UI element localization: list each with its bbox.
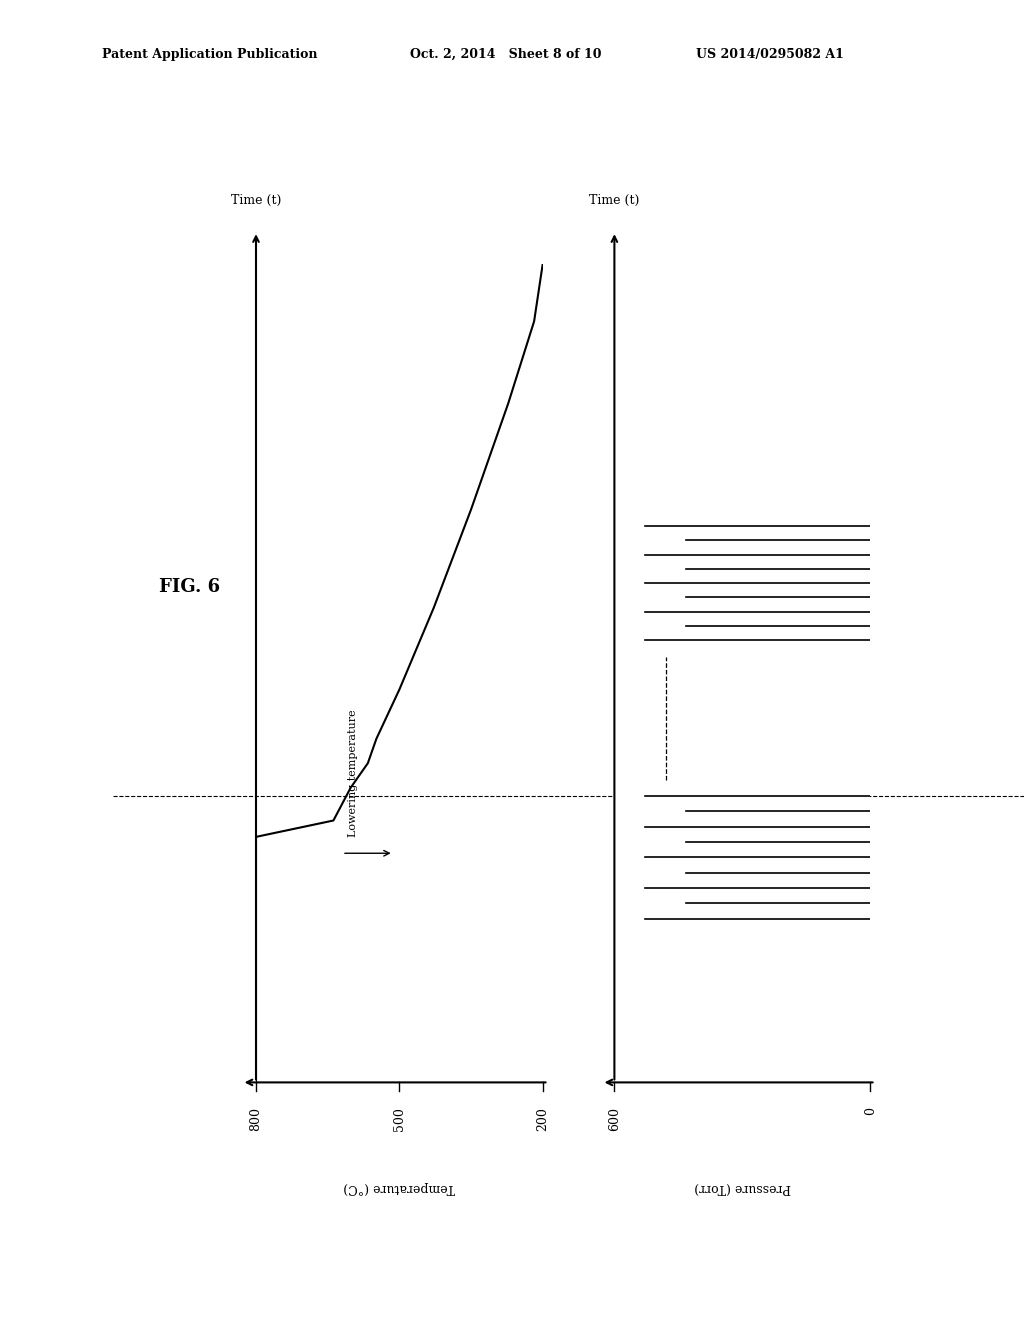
Text: Temperature (°C): Temperature (°C) [343, 1180, 456, 1193]
Text: US 2014/0295082 A1: US 2014/0295082 A1 [696, 48, 844, 61]
Text: 600: 600 [608, 1107, 621, 1131]
Text: Time (t): Time (t) [230, 194, 282, 207]
Text: Patent Application Publication: Patent Application Publication [102, 48, 317, 61]
Text: 800: 800 [250, 1107, 262, 1131]
Text: FIG. 6: FIG. 6 [159, 578, 220, 597]
Text: 500: 500 [393, 1107, 406, 1131]
Text: Lowering temperature: Lowering temperature [348, 709, 357, 837]
Text: 0: 0 [864, 1107, 877, 1115]
Text: 200: 200 [537, 1107, 549, 1131]
Text: Time (t): Time (t) [589, 194, 640, 207]
Text: Oct. 2, 2014   Sheet 8 of 10: Oct. 2, 2014 Sheet 8 of 10 [410, 48, 601, 61]
Text: Pressure (Torr): Pressure (Torr) [694, 1180, 791, 1193]
